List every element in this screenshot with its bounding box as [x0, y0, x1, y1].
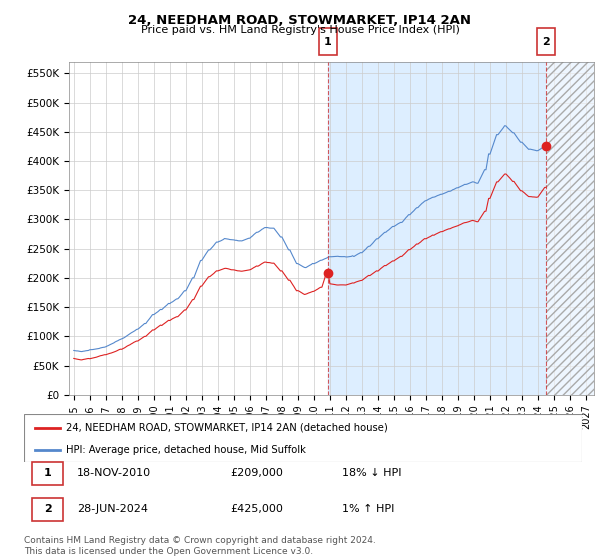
- Text: 1: 1: [324, 36, 332, 46]
- FancyBboxPatch shape: [536, 28, 556, 55]
- Text: 2: 2: [44, 505, 52, 515]
- Text: HPI: Average price, detached house, Mid Suffolk: HPI: Average price, detached house, Mid …: [66, 445, 306, 455]
- Text: 28-JUN-2024: 28-JUN-2024: [77, 505, 148, 515]
- Text: Contains HM Land Registry data © Crown copyright and database right 2024.
This d: Contains HM Land Registry data © Crown c…: [24, 536, 376, 556]
- Text: 2: 2: [542, 36, 550, 46]
- Text: £425,000: £425,000: [230, 505, 283, 515]
- Text: 1% ↑ HPI: 1% ↑ HPI: [342, 505, 394, 515]
- Text: 24, NEEDHAM ROAD, STOWMARKET, IP14 2AN: 24, NEEDHAM ROAD, STOWMARKET, IP14 2AN: [128, 14, 472, 27]
- FancyBboxPatch shape: [319, 28, 337, 55]
- FancyBboxPatch shape: [32, 498, 63, 521]
- Text: 24, NEEDHAM ROAD, STOWMARKET, IP14 2AN (detached house): 24, NEEDHAM ROAD, STOWMARKET, IP14 2AN (…: [66, 423, 388, 433]
- Text: 18% ↓ HPI: 18% ↓ HPI: [342, 468, 401, 478]
- Bar: [328, 62, 594, 395]
- FancyBboxPatch shape: [32, 462, 63, 485]
- Text: £209,000: £209,000: [230, 468, 283, 478]
- Bar: [546, 62, 594, 395]
- Text: 1: 1: [44, 468, 52, 478]
- Text: Price paid vs. HM Land Registry's House Price Index (HPI): Price paid vs. HM Land Registry's House …: [140, 25, 460, 35]
- Bar: [546, 62, 594, 395]
- Text: 18-NOV-2010: 18-NOV-2010: [77, 468, 151, 478]
